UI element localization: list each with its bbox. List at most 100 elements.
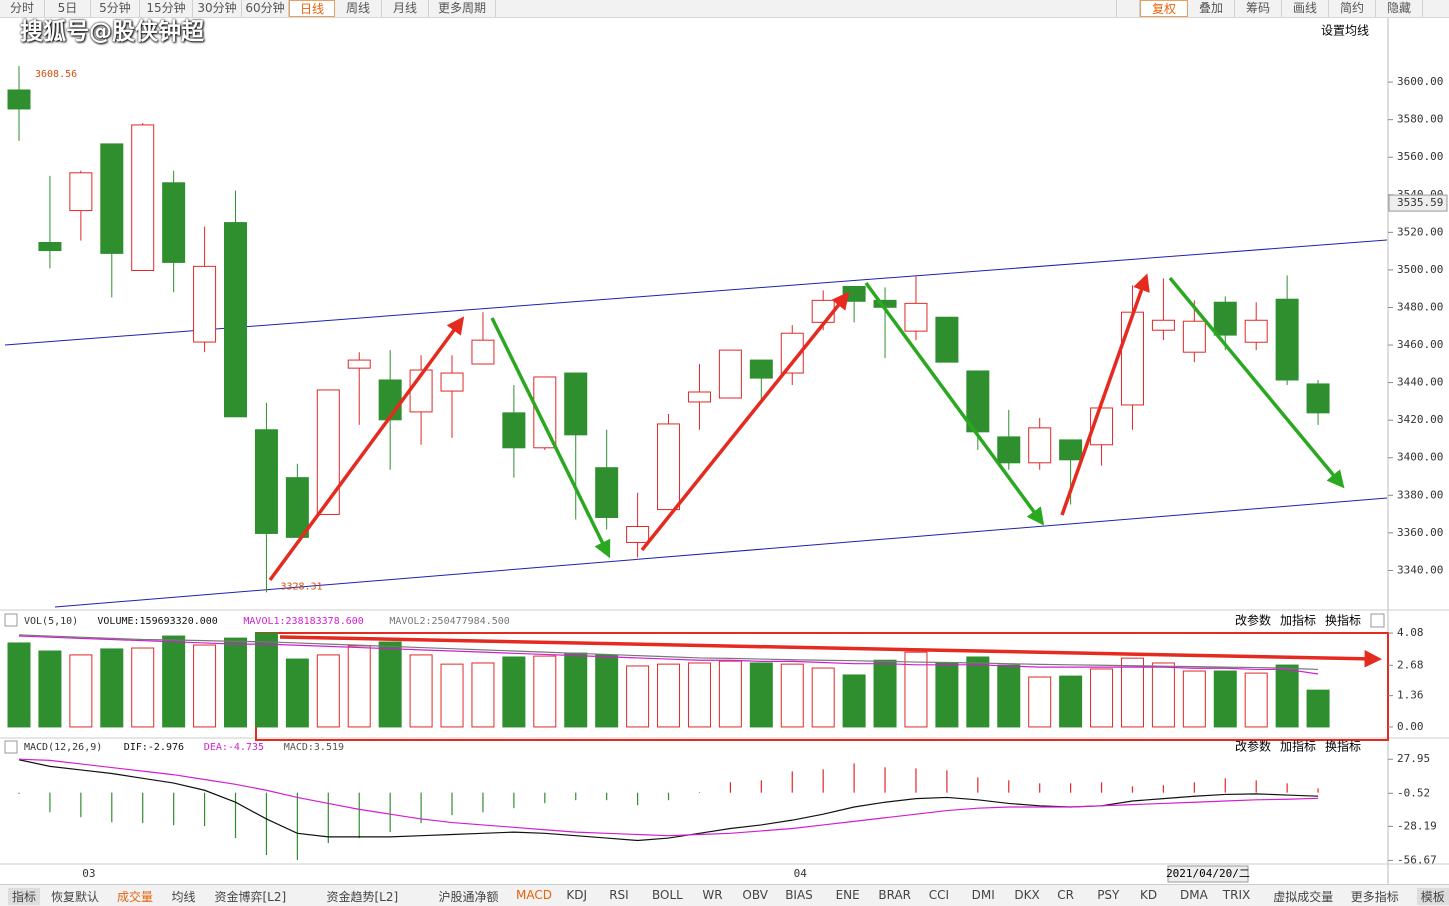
y-tick-label: 1.36 bbox=[1397, 689, 1424, 702]
candle-body bbox=[1244, 319, 1268, 343]
tool-button[interactable]: 复权 bbox=[1140, 0, 1188, 17]
indicator-tab[interactable]: 沪股通净额 bbox=[438, 890, 499, 904]
indicator-tab[interactable]: DMI bbox=[971, 888, 995, 902]
volume-bar bbox=[1182, 670, 1206, 728]
period-tab[interactable]: 周线 bbox=[335, 0, 382, 17]
indicator-tab[interactable]: 指标 bbox=[8, 888, 41, 905]
zoom-out[interactable] bbox=[1117, 0, 1140, 17]
indicator-tab[interactable]: 更多指标 bbox=[1350, 890, 1399, 904]
candle-body bbox=[749, 359, 773, 379]
indicator-tab[interactable]: 虚拟成交量 bbox=[1273, 890, 1334, 904]
y-tick-label: 3400.00 bbox=[1397, 451, 1443, 464]
period-tab[interactable]: 60分钟 bbox=[242, 0, 289, 17]
indicator-tab[interactable]: 均线 bbox=[171, 890, 196, 904]
volume-bar bbox=[409, 654, 433, 728]
indicator-tab[interactable]: 恢复默认 bbox=[51, 890, 100, 904]
panel-button[interactable]: 换指标 bbox=[1325, 739, 1361, 754]
volume-bar bbox=[1120, 657, 1144, 728]
indicator-tab[interactable]: 资金博弈[L2] bbox=[214, 890, 287, 904]
indicator-tab[interactable]: WR bbox=[702, 888, 723, 902]
watermark: 搜狐号@股侠钟超 bbox=[20, 19, 204, 45]
panel-button[interactable]: 加指标 bbox=[1280, 613, 1316, 628]
candle-body bbox=[564, 372, 588, 436]
y-tick-label: 3360.00 bbox=[1397, 526, 1443, 539]
y-tick-label: 3520.00 bbox=[1397, 225, 1443, 238]
period-tab[interactable]: 30分钟 bbox=[193, 0, 242, 17]
indicator-tab[interactable]: ENE bbox=[835, 888, 860, 902]
indicator-tab[interactable]: CCI bbox=[928, 888, 950, 902]
volume-bar bbox=[316, 654, 340, 728]
y-tick-label: 3600.00 bbox=[1397, 75, 1443, 88]
period-tab[interactable]: 5分钟 bbox=[91, 0, 140, 17]
legend-entry: VOLUME:159693320.000 bbox=[97, 616, 217, 627]
indicator-tab[interactable]: RSI bbox=[609, 888, 629, 902]
period-tab[interactable]: 更多周期 bbox=[429, 0, 496, 17]
settings-button[interactable]: 设置均线 bbox=[1321, 24, 1369, 38]
candle-body bbox=[595, 467, 619, 518]
tool-button[interactable]: 叠加 bbox=[1188, 0, 1235, 17]
candle-body bbox=[780, 332, 804, 374]
indicator-tab[interactable]: 成交量 bbox=[117, 890, 154, 904]
tool-button[interactable]: 简约 bbox=[1329, 0, 1376, 17]
candle-body bbox=[378, 379, 402, 421]
candle-body bbox=[1306, 383, 1330, 414]
indicator-tab[interactable]: PSY bbox=[1097, 888, 1120, 902]
indicator-tab[interactable]: DMA bbox=[1180, 888, 1208, 902]
zoom-in[interactable] bbox=[1094, 0, 1117, 17]
panel-button[interactable]: 改参数 bbox=[1235, 613, 1271, 628]
volume-bar bbox=[935, 662, 959, 728]
cursor-date: 2021/04/20/二 bbox=[1166, 867, 1250, 880]
indicator-tab[interactable]: 模板 bbox=[1416, 888, 1449, 905]
volume-bar bbox=[1213, 670, 1237, 728]
candle-body bbox=[1120, 311, 1144, 406]
legend-entry: VOL(5,10) bbox=[24, 616, 78, 627]
period-tab[interactable]: 分时 bbox=[0, 0, 45, 17]
volume-bar bbox=[687, 662, 711, 728]
help-icon[interactable] bbox=[4, 740, 18, 754]
period-tab[interactable]: 5日 bbox=[45, 0, 91, 17]
candle-body bbox=[224, 222, 248, 418]
volume-bar bbox=[749, 662, 773, 728]
indicator-tab[interactable]: KD bbox=[1140, 888, 1158, 902]
period-tab[interactable]: 月线 bbox=[382, 0, 429, 17]
candle-body bbox=[1275, 298, 1299, 381]
help-icon[interactable] bbox=[4, 613, 18, 627]
volume-bar bbox=[69, 654, 93, 728]
volume-bar bbox=[533, 655, 557, 728]
price-marker-box bbox=[1388, 194, 1448, 212]
indicator-tab[interactable]: MACD bbox=[516, 888, 552, 902]
indicator-tab[interactable]: BOLL bbox=[652, 888, 683, 902]
legend-entry: MACD(12,26,9) bbox=[24, 742, 102, 753]
legend-entry: DIF:-2.976 bbox=[124, 742, 184, 753]
y-tick-label: 3420.00 bbox=[1397, 413, 1443, 426]
volume-bar bbox=[1151, 662, 1175, 728]
candle-body bbox=[316, 389, 340, 515]
indicator-tab[interactable]: BIAS bbox=[785, 888, 813, 902]
close-icon[interactable] bbox=[1370, 613, 1385, 628]
annotations bbox=[255, 273, 1389, 741]
panel-button[interactable]: 改参数 bbox=[1235, 739, 1271, 754]
indicator-tab[interactable]: KDJ bbox=[566, 888, 588, 902]
volume-bar bbox=[1059, 675, 1083, 728]
indicator-tab[interactable]: DKX bbox=[1014, 888, 1040, 902]
indicator-tab[interactable]: TRIX bbox=[1222, 888, 1251, 902]
candle-body bbox=[935, 316, 959, 363]
panel-button[interactable]: 换指标 bbox=[1325, 613, 1361, 628]
tool-button[interactable]: 画线 bbox=[1282, 0, 1329, 17]
volume-bar bbox=[564, 652, 588, 728]
indicator-tab[interactable]: BRAR bbox=[878, 888, 912, 902]
y-tick-label: 3560.00 bbox=[1397, 150, 1443, 163]
period-tab[interactable]: 日线 bbox=[289, 0, 335, 17]
tool-button[interactable]: 隐藏 bbox=[1376, 0, 1423, 17]
indicator-tab[interactable]: 资金趋势[L2] bbox=[326, 890, 399, 904]
tool-button[interactable]: 筹码 bbox=[1235, 0, 1282, 17]
candle-body bbox=[1213, 301, 1237, 336]
volume-bar bbox=[1090, 668, 1114, 728]
panel-button[interactable]: 加指标 bbox=[1280, 739, 1316, 754]
indicator-tab[interactable]: OBV bbox=[742, 888, 768, 902]
volume-bar bbox=[440, 663, 464, 728]
indicator-tab[interactable]: CR bbox=[1057, 888, 1074, 902]
period-tab[interactable]: 15分钟 bbox=[140, 0, 193, 17]
indicator-line bbox=[18, 634, 1319, 671]
candle-body bbox=[193, 265, 217, 343]
